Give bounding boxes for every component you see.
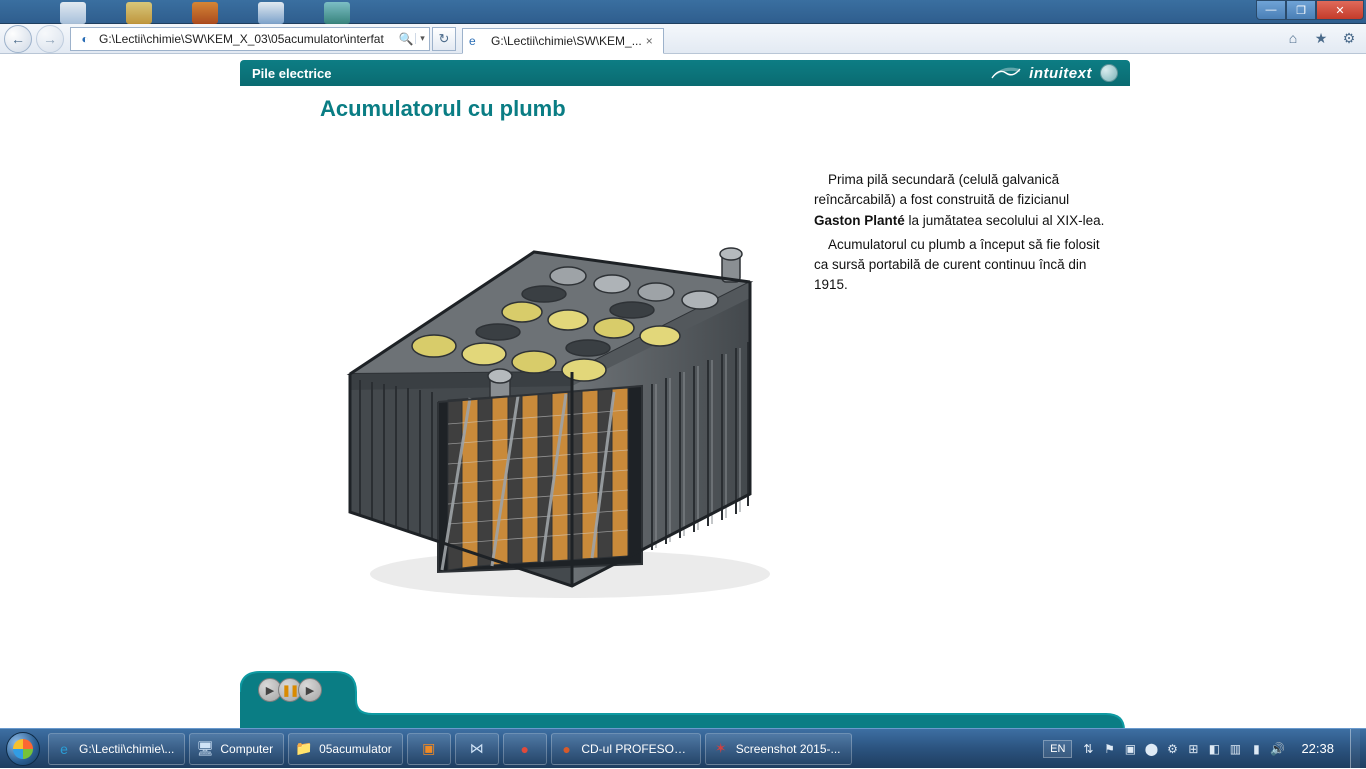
paragraph-1: Prima pilă secundară (celulă galvanică r… [814,170,1108,231]
window-maximize-button[interactable]: ❐ [1286,0,1316,20]
app-header: Pile electrice intuitext [240,60,1130,86]
browser-tab[interactable]: e G:\Lectii\chimie\SW\KEM_... × [462,28,664,54]
taskbar-item-icon: ▣ [420,740,438,758]
taskbar-item-icon: ● [558,740,576,758]
tab-title: G:\Lectii\chimie\SW\KEM_... [491,34,642,48]
taskbar-item-label: 05acumulator [319,742,392,756]
taskbar-item[interactable]: 🖥 Computer [189,733,284,765]
address-url: G:\Lectii\chimie\SW\KEM_X_03\05acumulato… [99,32,397,46]
lesson-app: Pile electrice intuitext Acumulatorul cu… [240,60,1130,688]
taskbar-item[interactable]: e G:\Lectii\chimie\... [48,733,185,765]
taskbar-item-icon: e [55,740,73,758]
window-close-button[interactable]: ✕ [1316,0,1364,20]
taskbar-item[interactable]: ● CD-ul PROFESOR... [551,733,701,765]
page-favicon-icon: ◐ [75,29,95,49]
tray-icon[interactable]: ⚙ [1164,741,1180,757]
home-icon[interactable]: ⌂ [1284,30,1302,47]
tray-icon[interactable]: ⬤ [1143,741,1159,757]
taskbar: e G:\Lectii\chimie\... 🖥 Computer 📁 05acumula… [0,728,1366,768]
tray-icon[interactable]: ▥ [1227,741,1243,757]
refresh-button[interactable]: ↻ [432,27,456,51]
tray-icon[interactable]: ⇅ [1080,741,1096,757]
taskbar-item-icon: 🖥 [196,740,214,758]
brand-text: intuitext [1029,65,1092,82]
taskbar-item[interactable]: ▣ [407,733,451,765]
address-bar[interactable]: ◐ G:\Lectii\chimie\SW\KEM_X_03\05acumula… [70,27,430,51]
ie-toolbar: ← → ◐ G:\Lectii\chimie\SW\KEM_X_03\05acu… [0,24,1366,54]
taskbar-item-icon: ⋈ [468,740,486,758]
page-viewport: Pile electrice intuitext Acumulatorul cu… [0,54,1366,728]
tab-favicon-icon: e [469,34,485,48]
tray-icon[interactable]: 🔊 [1269,741,1285,757]
brand-ball-icon [1100,64,1118,82]
brand-wing-icon [991,66,1021,80]
taskbar-item-icon: ● [516,740,534,758]
next-button[interactable]: ▶ [298,678,322,702]
language-indicator[interactable]: EN [1043,740,1072,758]
tray-icon[interactable]: ⊞ [1185,741,1201,757]
taskbar-item-label: CD-ul PROFESOR... [581,742,689,756]
taskbar-item-label: G:\Lectii\chimie\... [79,742,174,756]
taskbar-item[interactable]: 📁 05acumulator [288,733,403,765]
system-tray: EN ⇅ ⚑ ▣ ⬤ ⚙ ⊞ ◧ ▥ ▮ 🔊 22:38 [1043,729,1366,769]
app-header-title: Pile electrice [252,66,332,81]
playback-controls: ▶ ❚❚ ▶ [258,678,318,702]
windows-logo-icon [6,732,40,766]
tray-icon[interactable]: ⚑ [1101,741,1117,757]
desktop-icons-peek [60,0,350,24]
lesson-title: Acumulatorul cu plumb [320,96,1108,122]
show-desktop-button[interactable] [1350,729,1360,769]
app-body: Acumulatorul cu plumb [240,86,1130,688]
start-button[interactable] [0,729,46,769]
taskbar-item[interactable]: ⋈ [455,733,499,765]
taskbar-item[interactable]: ● [503,733,547,765]
ie-tools: ⌂ ★ ⚙ [1284,30,1358,47]
address-dropdown-icon[interactable]: ▾ [415,33,429,44]
taskbar-item-label: Screenshot 2015-... [736,742,841,756]
tab-close-button[interactable]: × [642,34,657,48]
paragraph-2: Acumulatorul cu plumb a început să fie f… [814,235,1108,296]
settings-gear-icon[interactable]: ⚙ [1340,30,1358,47]
window-minimize-button[interactable]: — [1256,0,1286,20]
brand: intuitext [991,64,1118,82]
favorites-icon[interactable]: ★ [1312,30,1330,47]
taskbar-clock[interactable]: 22:38 [1293,741,1342,756]
taskbar-item-label: Computer [220,742,273,756]
nav-forward-button[interactable]: → [36,25,64,53]
tray-icon[interactable]: ◧ [1206,741,1222,757]
search-icon[interactable]: 🔍 [397,32,415,46]
nav-back-button[interactable]: ← [4,25,32,53]
window-titlebar: — ❐ ✕ [0,0,1366,24]
tray-icon[interactable]: ▣ [1122,741,1138,757]
lesson-text: Prima pilă secundară (celulă galvanică r… [814,134,1108,300]
taskbar-item-icon: ✶ [712,740,730,758]
taskbar-item[interactable]: ✶ Screenshot 2015-... [705,733,852,765]
taskbar-item-icon: 📁 [295,740,313,758]
lead-acid-battery-illustration [320,134,796,604]
tray-icon[interactable]: ▮ [1248,741,1264,757]
